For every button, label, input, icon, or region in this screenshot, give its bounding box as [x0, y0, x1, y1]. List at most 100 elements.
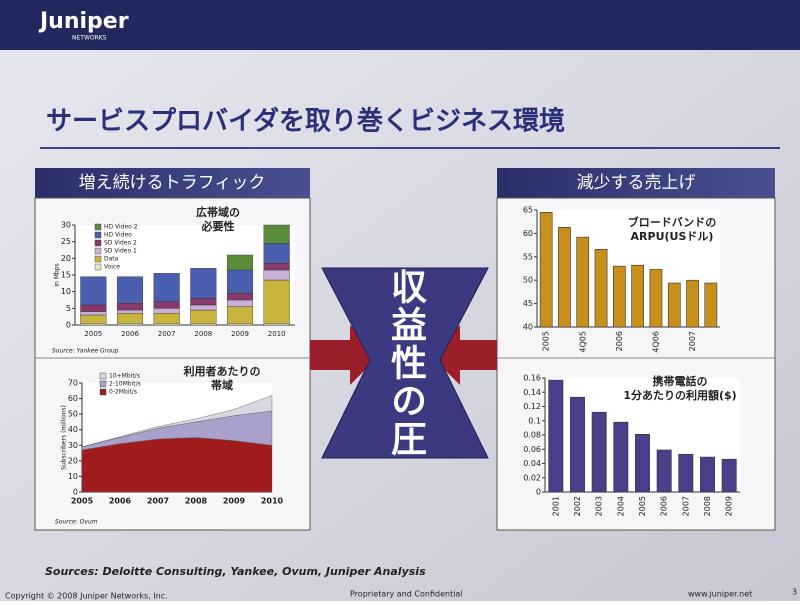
y-tick-label: 10 — [68, 472, 78, 481]
bar-segment — [80, 314, 107, 324]
page-number: 3 — [792, 588, 797, 597]
x-tick-label: 2008 — [185, 497, 208, 506]
y-tick-label: 0.02 — [523, 473, 541, 482]
x-tick-label: 2009 — [231, 330, 249, 338]
y-tick-label: 55 — [523, 252, 533, 261]
bar-segment — [80, 276, 107, 306]
bar-segment — [190, 298, 217, 306]
bar-segment — [226, 269, 254, 294]
y-tick-label: 60 — [68, 394, 78, 403]
legend-swatch — [94, 255, 102, 263]
legend-label: HD Video — [104, 232, 132, 239]
slide-title: サービスプロバイダを取り巻くビジネス環境 — [46, 106, 565, 137]
bar-segment — [116, 309, 144, 314]
chart-source: Source: Yankee Group — [52, 348, 119, 355]
x-tick-label: 2007 — [158, 330, 176, 338]
bar-segment — [263, 323, 290, 326]
bar — [594, 249, 608, 328]
legend-label: Data — [104, 256, 119, 263]
panel-header — [497, 168, 775, 198]
legend-label: HD Video 2 — [104, 224, 138, 231]
y-tick-label: 50 — [68, 410, 78, 419]
legend-swatch — [94, 247, 102, 255]
x-tick-label: 2008 — [703, 496, 712, 516]
bar-segment — [226, 293, 254, 301]
x-tick-label: 2006 — [121, 330, 139, 338]
y-axis-label: in Mbps — [54, 263, 61, 286]
y-tick-label: 65 — [523, 206, 533, 215]
bar-segment — [116, 323, 144, 326]
plot-area — [75, 225, 295, 325]
bar-segment — [226, 254, 254, 271]
bar — [548, 379, 564, 493]
y-tick-label: 30 — [68, 441, 78, 450]
bar-segment — [153, 313, 180, 324]
y-tick-label: 5 — [66, 304, 71, 313]
legend-swatch — [99, 372, 107, 380]
bar — [649, 269, 663, 328]
x-tick-label: 2006 — [660, 496, 669, 516]
legend-label: 0-2Mbit/s — [109, 389, 137, 396]
copyright: Copyright © 2008 Juniper Networks, Inc. — [5, 592, 168, 601]
x-tick-label: 4Q05 — [578, 331, 587, 353]
area — [81, 437, 273, 493]
y-axis-label: Subscribers (millions) — [61, 405, 68, 470]
bar — [721, 458, 737, 493]
panel-heading: 増え続けるトラフィック — [79, 173, 266, 193]
bar-segment — [153, 323, 180, 326]
x-tick-label: 2005 — [638, 496, 647, 516]
x-tick-label: 2001 — [551, 496, 560, 516]
bar-segment — [153, 301, 180, 309]
bar-segment — [116, 303, 144, 311]
bar-segment — [263, 263, 290, 271]
y-tick-label: 10 — [61, 287, 71, 296]
logo: Juniper — [38, 9, 129, 34]
x-tick-label: 2004 — [616, 496, 625, 516]
y-tick-label: 60 — [523, 229, 533, 238]
x-tick-label: 2006 — [109, 497, 132, 506]
bar-segment — [263, 279, 290, 324]
bar — [678, 453, 694, 493]
bar-segment — [116, 313, 144, 324]
x-tick-label: 2005 — [84, 330, 102, 338]
annotation: ARPU(USドル) — [631, 230, 714, 243]
bar-segment — [80, 304, 107, 312]
y-tick-label: 45 — [523, 299, 533, 308]
y-tick-label: 0.06 — [523, 445, 541, 454]
x-tick-label: 2002 — [573, 496, 582, 516]
logo-sub: NETWORKS — [72, 35, 107, 42]
legend-swatch — [94, 263, 102, 271]
bar — [656, 449, 672, 493]
y-tick-label: 50 — [523, 276, 533, 285]
x-tick-label: 2005 — [542, 331, 551, 351]
bar — [667, 282, 681, 328]
legend-swatch — [94, 223, 102, 231]
top-band — [0, 0, 800, 50]
annotation: 帯域 — [211, 378, 233, 392]
bar-segment — [226, 306, 254, 324]
legend-label: SD Video 2 — [104, 240, 137, 247]
panel-heading: 減少する売上げ — [577, 173, 696, 193]
legend-label: 2-10Mbit/s — [109, 381, 141, 388]
bar-segment — [263, 269, 290, 281]
annotation: 利用者あたりの — [184, 364, 261, 378]
bar-segment — [190, 309, 217, 324]
bar — [570, 396, 585, 493]
url: www.juniper.net — [688, 590, 752, 599]
annotation: 必要性 — [201, 219, 235, 233]
x-tick-label: 4Q06 — [651, 331, 660, 353]
legend-swatch — [99, 380, 107, 388]
x-tick-label: 2009 — [725, 496, 734, 516]
bar — [613, 421, 629, 493]
bar-segment — [116, 276, 144, 304]
bar — [558, 227, 571, 328]
legend-label: Voice — [104, 264, 120, 271]
legend-swatch — [99, 388, 107, 396]
annotation: 携帯電話の — [653, 374, 708, 388]
bar-segment — [80, 311, 107, 316]
bar-segment — [263, 224, 290, 244]
y-tick-label: 0 — [66, 321, 71, 330]
annotation: ブロードバンドの — [628, 215, 717, 229]
